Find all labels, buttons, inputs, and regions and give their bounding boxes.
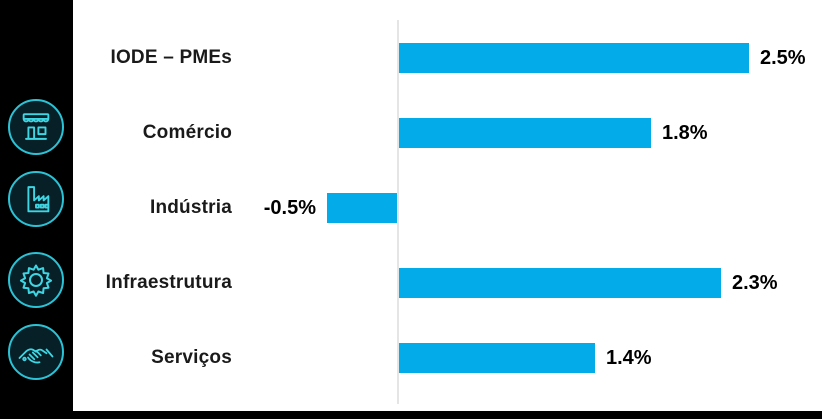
handshake-icon: [8, 324, 64, 380]
category-label: Indústria: [149, 197, 232, 218]
storefront-icon: [8, 99, 64, 155]
bar: [399, 118, 651, 148]
icon-sidebar: [0, 0, 73, 419]
category-label: Infraestrutura: [105, 272, 232, 293]
value-label: 1.8%: [662, 121, 708, 144]
axis-baseline: [397, 20, 399, 404]
bar: [399, 43, 749, 73]
value-label: 1.4%: [606, 346, 652, 369]
bar: [399, 268, 721, 298]
value-label: -0.5%: [263, 196, 316, 219]
category-label: IODE – PMEs: [110, 47, 232, 68]
bar: [399, 343, 595, 373]
category-label: Serviços: [151, 347, 232, 368]
bar: [327, 193, 397, 223]
factory-icon: [8, 171, 64, 227]
value-label: 2.3%: [732, 271, 778, 294]
value-label: 2.5%: [760, 46, 806, 69]
gear-icon: [8, 252, 64, 308]
bottom-divider-bar: [0, 411, 822, 419]
category-label: Comércio: [142, 122, 232, 143]
